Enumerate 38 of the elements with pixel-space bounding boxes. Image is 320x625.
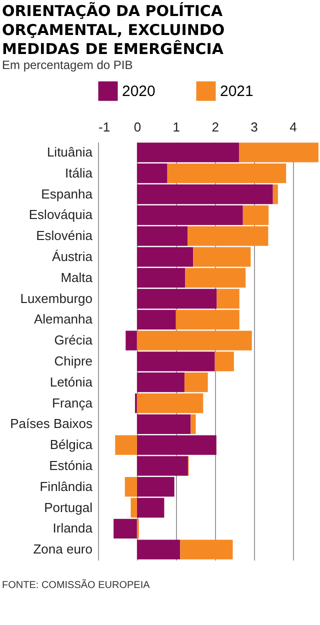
- x-tick-label: 3: [250, 120, 258, 134]
- chart-subtitle: Em percentagem do PIB: [2, 58, 133, 72]
- y-tick-label: Malta: [60, 270, 94, 285]
- x-tick-label: 0: [134, 120, 142, 134]
- bar: [126, 330, 137, 350]
- y-tick-label: Estónia: [49, 458, 94, 473]
- y-tick-label: Finlândia: [40, 478, 94, 494]
- text: MEDIDAS DE EMERGÊNCIA: [2, 40, 224, 58]
- legend-label: 2020: [122, 83, 156, 100]
- bar: [115, 435, 137, 455]
- x-tick-label: -1: [98, 120, 110, 134]
- x-tick-label: 1: [172, 120, 180, 134]
- y-tick-label: Zona euro: [33, 542, 92, 557]
- y-tick-label: Portugal: [44, 500, 93, 515]
- y-tick-label: Grécia: [54, 332, 94, 348]
- y-tick-label: Alemanha: [34, 312, 94, 327]
- y-tick-label: França: [52, 395, 94, 410]
- legend-label: 2021: [220, 83, 254, 100]
- y-tick-label: Eslováquia: [28, 207, 94, 222]
- y-tick-label: Itália: [65, 165, 94, 180]
- text: ORIENTAÇÃO DA POLÍTICA: [2, 2, 223, 20]
- y-tick-label: Espanha: [41, 186, 94, 202]
- y-tick-label: Irlanda: [52, 520, 94, 536]
- y-tick-label: Letónia: [50, 374, 94, 390]
- bar: [114, 518, 137, 538]
- x-tick-label: 4: [290, 120, 297, 134]
- text: ORÇAMENTAL, EXCLUINDO: [2, 21, 225, 39]
- y-tick-label: Áustria: [52, 248, 94, 264]
- y-tick-label: Lituânia: [46, 144, 94, 160]
- y-tick-label: Eslovénia: [36, 228, 94, 244]
- y-tick-label: Bélgica: [50, 437, 94, 452]
- bar: [136, 540, 180, 560]
- y-tick-label: Países Baixos: [10, 416, 93, 432]
- y-tick-label: Chipre: [54, 353, 92, 368]
- bar: [180, 540, 233, 560]
- x-tick-label: 2: [212, 120, 219, 134]
- source-note: FONTE: COMISSÃO EUROPEIA: [2, 579, 150, 591]
- y-tick-label: Luxemburgo: [20, 290, 92, 306]
